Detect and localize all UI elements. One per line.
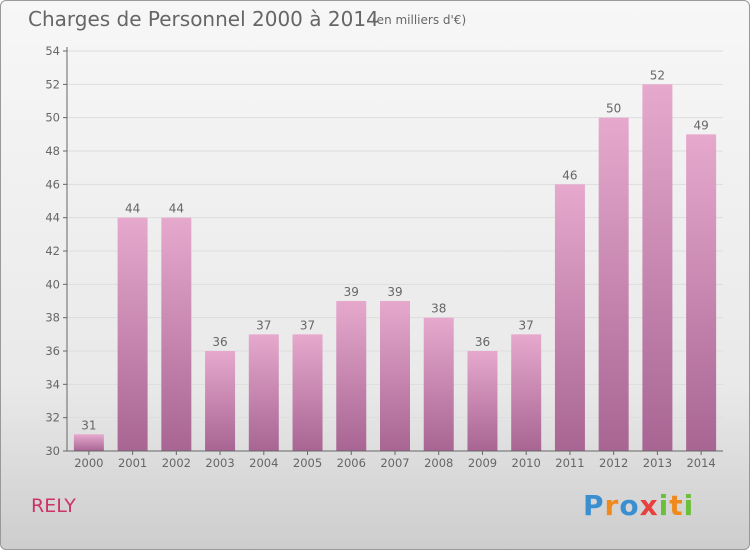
proxiti-logo: Proxiti — [583, 489, 694, 522]
x-tick-label: 2011 — [555, 456, 584, 470]
bar — [380, 301, 410, 451]
data-label: 37 — [300, 318, 315, 332]
bar — [117, 217, 148, 451]
chart-title: Charges de Personnel 2000 à 2014 — [28, 7, 379, 31]
x-tick-label: 2002 — [162, 456, 191, 470]
data-label: 37 — [519, 318, 534, 332]
logo-letter: i — [658, 489, 670, 522]
logo-letter: t — [669, 489, 684, 522]
y-tick-label: 36 — [45, 344, 60, 358]
data-label: 50 — [606, 102, 621, 116]
x-tick-label: 2012 — [599, 456, 628, 470]
bar — [205, 351, 236, 451]
x-tick-label: 2004 — [249, 456, 278, 470]
data-label: 36 — [475, 335, 490, 349]
y-tick-label: 50 — [45, 111, 60, 125]
data-label: 44 — [169, 202, 184, 216]
y-tick-label: 54 — [45, 44, 60, 58]
bar — [73, 434, 104, 451]
x-tick-label: 2009 — [468, 456, 497, 470]
x-tick-label: 2001 — [118, 456, 147, 470]
chart-unit: (en milliers d'€) — [372, 13, 467, 27]
data-label: 38 — [431, 302, 446, 316]
bar — [161, 217, 192, 451]
x-tick-label: 2006 — [337, 456, 366, 470]
y-tick-label: 48 — [45, 144, 60, 158]
logo-letter: P — [583, 489, 605, 522]
bar — [642, 84, 673, 451]
data-label: 39 — [387, 285, 402, 299]
y-tick-label: 40 — [45, 277, 60, 291]
x-tick-label: 2014 — [686, 456, 715, 470]
bar — [686, 134, 717, 452]
x-tick-label: 2010 — [512, 456, 541, 470]
data-label: 46 — [562, 168, 577, 182]
bar — [598, 117, 629, 452]
x-tick-label: 2007 — [380, 456, 409, 470]
data-label: 49 — [693, 118, 708, 132]
place-name: RELY — [31, 495, 76, 517]
bar — [248, 334, 279, 451]
data-label: 31 — [81, 418, 96, 432]
y-tick-label: 42 — [45, 244, 60, 258]
data-label: 52 — [650, 68, 665, 82]
bar — [554, 184, 585, 452]
x-tick-label: 2000 — [74, 456, 103, 470]
y-tick-label: 38 — [45, 311, 60, 325]
data-label: 36 — [212, 335, 227, 349]
y-tick-label: 44 — [45, 211, 60, 225]
data-label: 37 — [256, 318, 271, 332]
y-tick-label: 46 — [45, 177, 60, 191]
bar — [292, 334, 323, 451]
x-tick-label: 2008 — [424, 456, 453, 470]
bar — [336, 301, 367, 451]
bar — [511, 334, 542, 451]
bar — [423, 317, 454, 451]
data-label: 39 — [344, 285, 359, 299]
y-tick-label: 52 — [45, 77, 60, 91]
y-tick-label: 30 — [45, 444, 60, 458]
logo-letter: o — [619, 489, 640, 522]
y-tick-label: 34 — [45, 377, 60, 391]
logo-letter: i — [683, 489, 695, 522]
x-tick-label: 2005 — [293, 456, 322, 470]
logo-letter: x — [639, 489, 659, 522]
x-tick-label: 2013 — [643, 456, 672, 470]
logo-letter: r — [604, 489, 620, 522]
y-tick-label: 32 — [45, 411, 60, 425]
bar — [467, 351, 498, 451]
data-label: 44 — [125, 202, 140, 216]
x-tick-label: 2003 — [205, 456, 234, 470]
